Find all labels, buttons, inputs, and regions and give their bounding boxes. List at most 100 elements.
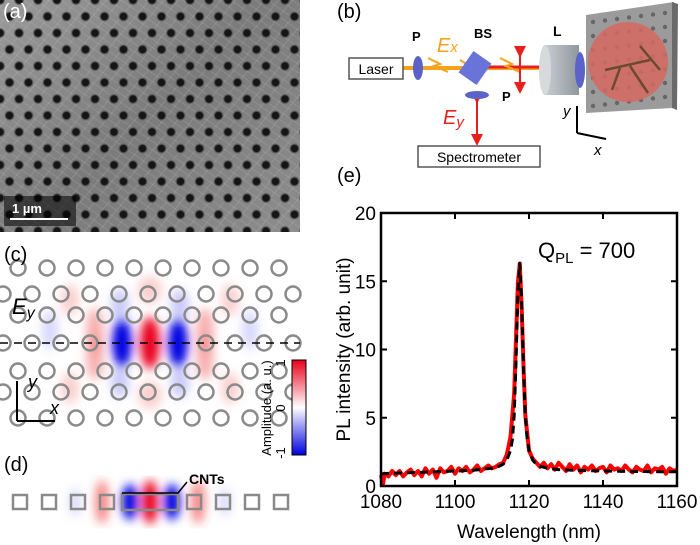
scale-bar-label: 1 µm [12,201,42,216]
hole [212,362,230,380]
beam-splitter-label: BS [474,26,492,41]
plate-hole [662,10,668,16]
plate-hole [602,102,608,107]
cnts-label: CNTs [189,471,225,487]
field-lobe [138,381,162,409]
axis-y-label-b: y [562,103,572,120]
colorbar-tick: 1 [273,359,288,366]
panel-label-b: (b) [337,1,362,23]
colorbar-title: Amplitude (a. u.) [259,360,274,455]
lens-icon [539,45,585,95]
hole [110,383,128,401]
hole [81,285,99,303]
hole-cross-section [185,493,203,511]
x-tick-label: 1120 [509,492,550,513]
plate-hole [590,19,596,25]
panel-label-d: (d) [4,454,29,476]
hole [270,362,288,380]
field-lobe [140,317,160,369]
hole [212,259,230,277]
hole-cross-section [98,493,116,511]
field-lobe [111,289,129,321]
plate-hole [614,100,620,106]
hole-cross-section [40,493,58,511]
spectrometer-box [417,145,541,168]
hole [183,362,201,380]
plate-hole [662,24,668,30]
laser-label: Laser [358,61,393,77]
laser-spot [588,22,668,102]
x-tick-label: 1100 [435,492,476,513]
field-label: Ey [12,294,36,322]
hole [38,409,56,427]
colorbar-tick: -1 [273,447,288,459]
hole [96,362,114,380]
field-lobe [171,366,189,398]
plate-hole [590,103,596,109]
measured-spectrum-line [379,261,678,487]
scale-bar [10,218,68,220]
plate-hole [590,89,596,95]
axis-y-label-c: y [26,372,38,392]
panel-label-c: (c) [4,244,28,266]
hole [52,383,70,401]
x-axis-label: Wavelength (nm) [457,522,601,543]
hole [241,259,259,277]
polarizer2-label: P [502,89,511,104]
field-lobe [191,480,205,524]
hole [110,285,128,303]
hole [96,306,114,324]
hole [284,285,302,303]
field-lobe [142,480,158,524]
hole-cross-section [69,493,87,511]
pl-spectrum-chart: 1080 1100 1120 1140 1160 0 5 10 15 20 Wavelength (… [334,204,697,543]
cnt-icon [604,45,661,94]
hole [197,383,215,401]
plate-hole [662,80,668,86]
hole-cross-section [11,493,29,511]
hole [52,285,70,303]
field-lobe [95,480,109,524]
hole [38,306,56,324]
hole [241,306,259,324]
colorbar-tick: 0 [273,404,288,411]
field-lobe [111,366,129,398]
y-tick-label: 0 [365,477,376,498]
hole [67,362,85,380]
x-tick-label: 1080 [360,492,402,513]
hole [183,259,201,277]
hole [9,306,27,324]
hole-cross-section [214,493,232,511]
hole [125,409,143,427]
panel-label-e: (e) [337,165,362,187]
sem-image [0,0,300,232]
hole [52,334,70,352]
spectrometer-label: Spectrometer [437,149,521,165]
plate-hole [650,96,656,101]
plate-hole [638,13,644,19]
q-factor-annotation: QPL = 700 [538,238,635,267]
colorbar [291,359,307,456]
hole [0,383,12,401]
hole [0,285,12,303]
hole [212,306,230,324]
x-tick-label: 1140 [583,492,624,513]
hole [270,409,288,427]
field-lobe [122,484,138,520]
hole [38,259,56,277]
axis-x-label-c: x [49,398,60,418]
hole [139,383,157,401]
polarizer-icon [413,56,423,80]
polarizer2-icon [465,91,489,99]
hole [96,409,114,427]
y-tick-label: 15 [355,272,376,293]
hole [81,383,99,401]
hole [9,362,27,380]
field-lobe [61,372,79,404]
axes-icon-b [576,106,607,140]
hole [168,383,186,401]
hole [23,285,41,303]
hole [125,306,143,324]
hole [197,285,215,303]
field-lobe [112,319,132,367]
